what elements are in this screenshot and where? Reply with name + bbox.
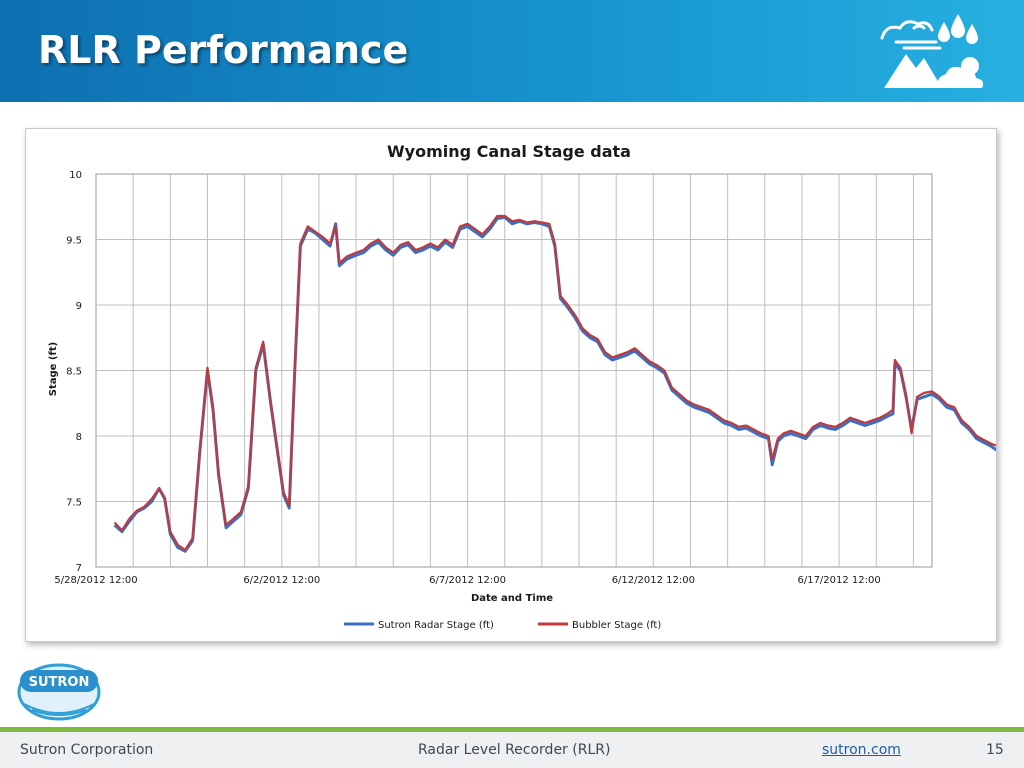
- footer-accent-line: [0, 727, 1024, 732]
- footer-company: Sutron Corporation: [20, 742, 154, 758]
- chart-title: Wyoming Canal Stage data: [387, 142, 631, 161]
- stage-chart: Wyoming Canal Stage data Stage (ft) Date…: [48, 142, 1000, 631]
- y-axis-label: Stage (ft): [48, 342, 59, 396]
- y-tick-label: 8: [76, 432, 82, 443]
- y-tick-label: 7: [76, 563, 82, 574]
- x-tick-label: 5/28/2012 12:00: [54, 575, 137, 586]
- x-tick-label: 6/12/2012 12:00: [612, 575, 695, 586]
- footer-website-link[interactable]: sutron.com: [822, 742, 901, 758]
- y-tick-label: 7.5: [66, 498, 82, 509]
- header-banner: [0, 0, 1024, 102]
- y-tick-label: 9: [76, 301, 82, 312]
- sutron-globe-logo: SUTRON: [17, 663, 101, 721]
- x-axis-label: Date and Time: [471, 593, 553, 604]
- y-tick-label: 9.5: [66, 236, 82, 247]
- y-tick-label: 8.5: [66, 367, 82, 378]
- x-tick-label: 6/17/2012 12:00: [797, 575, 880, 586]
- series-line-bubbler-stage: [113, 214, 1000, 552]
- x-tick-label: 6/2/2012 12:00: [243, 575, 320, 586]
- slide-title: RLR Performance: [38, 28, 409, 72]
- logo-text: SUTRON: [29, 675, 90, 690]
- chart-frame: Wyoming Canal Stage data Stage (ft) Date…: [25, 128, 1000, 642]
- legend-label: Sutron Radar Stage (ft): [378, 620, 494, 631]
- footer-subject: Radar Level Recorder (RLR): [418, 742, 611, 758]
- weather-icon: [880, 14, 984, 88]
- legend-label: Bubbler Stage (ft): [572, 620, 661, 631]
- y-tick-label: 10: [69, 170, 82, 181]
- slide-number: 15: [986, 742, 1004, 758]
- footer-bar: [0, 732, 1024, 768]
- x-tick-label: 6/7/2012 12:00: [429, 575, 506, 586]
